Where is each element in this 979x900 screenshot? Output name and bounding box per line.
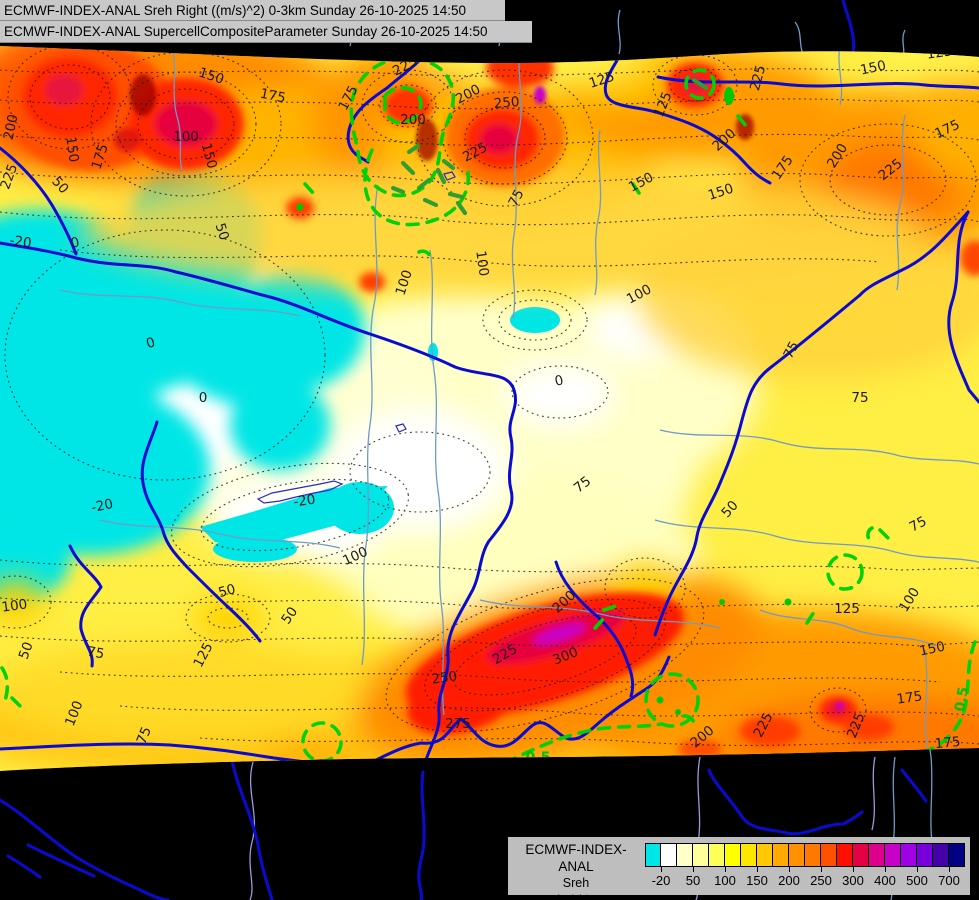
contour-label: 175: [259, 86, 288, 107]
legend-color-swatch: [709, 843, 725, 867]
legend-color-swatch: [645, 843, 661, 867]
legend-tick-mark: [885, 867, 886, 872]
river-lines-thin: [59, 46, 979, 756]
map-title-sreh: ECMWF-INDEX-ANAL Sreh Right ((m/s)^2) 0-…: [0, 0, 505, 21]
contour-label: 0: [553, 372, 565, 389]
legend-text-block: ECMWF-INDEX-ANAL Sreh (m/s)^2: [508, 841, 644, 900]
legend-color-swatch: [757, 843, 773, 867]
legend-color-swatch: [901, 843, 917, 867]
contour-label: 125: [587, 69, 616, 92]
legend-tick-label: 200: [778, 873, 800, 888]
supercell-inner-strokes: [390, 77, 709, 216]
legend-color-bar: [645, 843, 965, 867]
legend-tick-mark: [725, 867, 726, 872]
country-border-lines: [0, 46, 979, 771]
legend-color-swatch: [661, 843, 677, 867]
contour-label: 200: [400, 112, 426, 128]
legend-parameter-name: Sreh: [562, 876, 590, 890]
legend-color-swatch: [933, 843, 949, 867]
legend-color-swatch: [949, 843, 965, 867]
contour-label: 50: [16, 640, 37, 662]
contour-label: 175: [934, 734, 961, 752]
contour-label: 75: [907, 513, 930, 535]
contour-label: 75: [851, 390, 868, 406]
contour-label: 100: [173, 129, 199, 145]
contour-label: 150: [198, 141, 220, 170]
legend-tick-label: -20: [651, 873, 671, 888]
contour-label: 225: [747, 63, 769, 92]
legend-tick-label: 300: [842, 873, 864, 888]
legend-units: (m/s)^2: [555, 893, 597, 900]
legend-color-swatch: [741, 843, 757, 867]
contour-label: 175: [89, 142, 112, 171]
legend-color-swatch: [677, 843, 693, 867]
contour-label: -20: [9, 233, 33, 252]
legend-tick-label: 500: [906, 873, 928, 888]
contour-label: 275: [445, 716, 471, 732]
legend-tick-mark: [917, 867, 918, 872]
legend-tick-label: 700: [938, 873, 960, 888]
legend-color-swatch: [869, 843, 885, 867]
legend-tick-label: 50: [685, 873, 701, 888]
legend-color-swatch: [917, 843, 933, 867]
contour-label: 175: [896, 688, 924, 707]
map-title-supercell: ECMWF-INDEX-ANAL SupercellCompositeParam…: [0, 21, 532, 43]
legend-model-name: ECMWF-INDEX-ANAL: [525, 842, 627, 874]
supercell-dots: [296, 87, 792, 715]
contour-label: 150: [197, 65, 226, 88]
contour-label: 100: [393, 268, 416, 297]
contour-label: 150: [706, 181, 735, 204]
legend-tick-label: 400: [874, 873, 896, 888]
contour-label: 50: [212, 221, 233, 242]
contour-label: 100: [1, 596, 29, 615]
contour-label: 0: [69, 234, 81, 251]
contour-label: 200: [1, 113, 22, 142]
legend-color-swatch: [837, 843, 853, 867]
legend-color-swatch: [789, 843, 805, 867]
contour-label: 100: [472, 250, 491, 278]
contour-label: 250: [493, 94, 520, 112]
contour-label: -20: [90, 496, 115, 516]
legend-color-swatch: [853, 843, 869, 867]
contour-label: 125: [834, 601, 860, 617]
supercell-contour-label: 0.5: [952, 686, 972, 713]
legend-tick-mark: [693, 867, 694, 872]
contour-label: 150: [859, 58, 888, 79]
contour-label: -20: [292, 492, 316, 511]
legend-color-swatch: [693, 843, 709, 867]
contour-label: 75: [86, 644, 106, 663]
legend-tick-label: 250: [810, 873, 832, 888]
outside-region-lines: [0, 0, 934, 900]
legend-tick-label: 150: [746, 873, 768, 888]
contour-label: 250: [431, 668, 459, 687]
legend-tick-label: 100: [714, 873, 736, 888]
contour-label: 75: [134, 725, 155, 747]
contour-label: 150: [62, 136, 81, 164]
legend-tick-mark: [789, 867, 790, 872]
legend-tick-mark: [661, 867, 662, 872]
legend-tick-mark: [949, 867, 950, 872]
contour-label: 75: [780, 339, 802, 362]
contour-label: 150: [918, 639, 947, 660]
legend-tick-mark: [757, 867, 758, 872]
legend-color-swatch: [805, 843, 821, 867]
legend-tick-mark: [821, 867, 822, 872]
contour-label: 50: [217, 581, 238, 601]
contour-label: 0: [199, 390, 208, 406]
legend-color-swatch: [725, 843, 741, 867]
legend-color-swatch: [885, 843, 901, 867]
legend-tick-mark: [853, 867, 854, 872]
legend-color-swatch: [821, 843, 837, 867]
contour-label: 75: [505, 187, 527, 210]
color-scale-legend: ECMWF-INDEX-ANAL Sreh (m/s)^2 -20 50 100 15…: [508, 837, 970, 900]
legend-color-swatch: [773, 843, 789, 867]
